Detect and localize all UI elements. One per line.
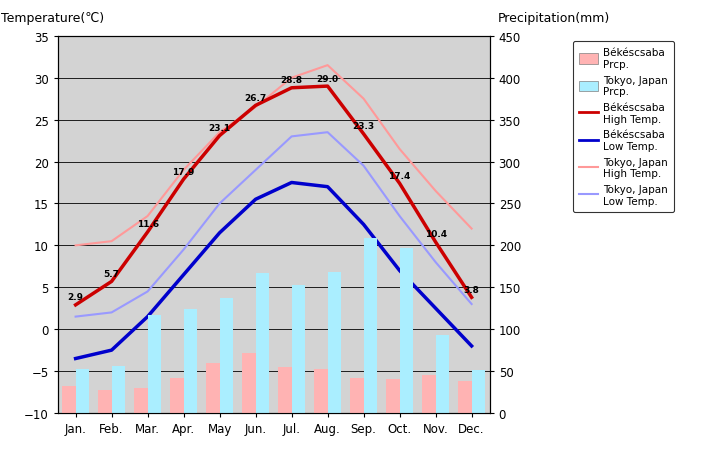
Bar — [184, 309, 197, 413]
Bar — [170, 378, 184, 413]
Bar — [436, 336, 449, 413]
Bar — [278, 367, 292, 413]
Text: 28.8: 28.8 — [281, 76, 302, 85]
Bar — [422, 375, 436, 413]
Bar — [364, 238, 377, 413]
Bar — [472, 370, 485, 413]
Bar — [98, 390, 112, 413]
Text: 17.9: 17.9 — [172, 167, 195, 176]
Text: 5.7: 5.7 — [104, 269, 120, 278]
Bar — [220, 298, 233, 413]
Text: Precipitation(mm): Precipitation(mm) — [498, 12, 611, 25]
Bar — [134, 388, 148, 413]
Bar — [350, 378, 364, 413]
Bar — [242, 353, 256, 413]
Bar — [76, 369, 89, 413]
Text: 23.1: 23.1 — [209, 124, 230, 133]
Text: 26.7: 26.7 — [245, 94, 266, 103]
Bar — [292, 285, 305, 413]
Text: 17.4: 17.4 — [388, 171, 411, 180]
Bar — [206, 363, 220, 413]
Bar — [458, 381, 472, 413]
Bar — [314, 369, 328, 413]
Bar — [62, 386, 76, 413]
Bar — [256, 274, 269, 413]
Text: 10.4: 10.4 — [425, 230, 446, 239]
Text: 29.0: 29.0 — [317, 74, 338, 84]
Bar — [400, 248, 413, 413]
Text: 11.6: 11.6 — [137, 220, 158, 229]
Bar — [112, 366, 125, 413]
Text: Temperature(℃): Temperature(℃) — [1, 12, 104, 25]
Bar — [328, 273, 341, 413]
Text: 3.8: 3.8 — [464, 285, 480, 294]
Text: 2.9: 2.9 — [68, 293, 84, 302]
Bar — [386, 380, 400, 413]
Legend: Békéscsaba
Prcp., Tokyo, Japan
Prcp., Békéscsaba
High Temp., Békéscsaba
Low Temp: Békéscsaba Prcp., Tokyo, Japan Prcp., Bé… — [572, 42, 674, 213]
Bar — [148, 315, 161, 413]
Text: 23.3: 23.3 — [353, 122, 374, 131]
